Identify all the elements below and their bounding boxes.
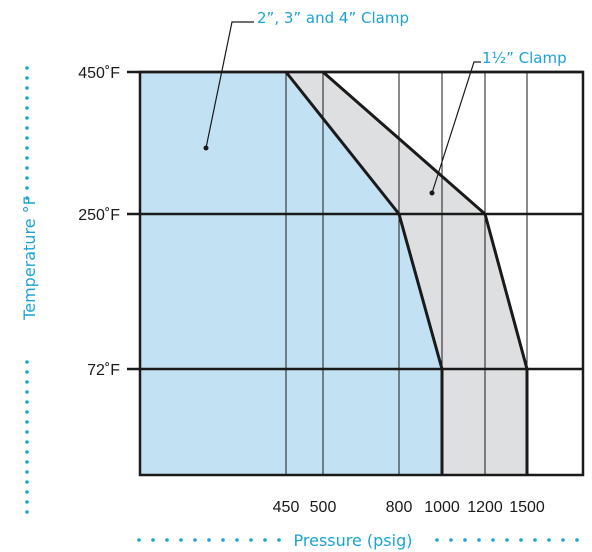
x-tick-labels: 450 500 800 1000 1200 1500: [273, 499, 545, 516]
dot-decoration: [277, 538, 281, 542]
dot-decoration: [25, 450, 29, 454]
x-tick-label: 800: [386, 499, 413, 516]
dot-decoration: [575, 538, 579, 542]
dot-decoration: [25, 490, 29, 494]
marker-large-clamp: [203, 145, 209, 151]
dot-decoration: [25, 176, 29, 180]
marker-small-clamp: [429, 190, 435, 196]
dot-decoration: [235, 538, 239, 542]
dot-decoration: [25, 196, 29, 200]
dot-decoration: [25, 136, 29, 140]
x-tick-label: 500: [310, 499, 337, 516]
dot-decoration: [25, 390, 29, 394]
plot-frame: [138, 70, 585, 477]
dot-decoration: [25, 156, 29, 160]
x-tick-label: 450: [273, 499, 300, 516]
dot-decoration: [221, 538, 225, 542]
dot-decoration: [151, 538, 155, 542]
dot-decoration: [25, 96, 29, 100]
series-annotations: 1½” Clamp 2”, 3” and 4” Clamp: [203, 9, 567, 196]
series-label-large-clamp: 2”, 3” and 4” Clamp: [257, 9, 409, 27]
dotted-decorations: [25, 66, 579, 542]
dot-decoration: [533, 538, 537, 542]
dot-decoration: [193, 538, 197, 542]
dot-decoration: [547, 538, 551, 542]
rating-outlines: [284, 70, 529, 475]
series-area-1: [140, 72, 442, 475]
dot-decoration: [25, 410, 29, 414]
dot-decoration: [25, 126, 29, 130]
y-tick-label: 250˚F: [78, 207, 120, 224]
dot-decoration: [25, 400, 29, 404]
dot-decoration: [25, 86, 29, 90]
dot-decoration: [519, 538, 523, 542]
x-tick-label: 1500: [509, 499, 545, 516]
dot-decoration: [249, 538, 253, 542]
dot-decoration: [25, 146, 29, 150]
series-outline-0: [322, 70, 529, 475]
dot-decoration: [207, 538, 211, 542]
dot-decoration: [25, 380, 29, 384]
leader-line-small-clamp: [431, 61, 481, 194]
y-tick-labels: 450˚F 250˚F 72˚F: [78, 65, 120, 379]
dot-decoration: [263, 538, 267, 542]
dot-decoration: [463, 538, 467, 542]
dot-decoration: [25, 360, 29, 364]
dot-decoration: [25, 66, 29, 70]
dot-decoration: [491, 538, 495, 542]
series-outline-1: [284, 71, 444, 475]
dot-decoration: [25, 460, 29, 464]
dot-decoration: [561, 538, 565, 542]
dot-decoration: [25, 370, 29, 374]
dot-decoration: [25, 420, 29, 424]
dot-decoration: [25, 470, 29, 474]
dot-decoration: [25, 430, 29, 434]
dot-decoration: [25, 186, 29, 190]
dot-decoration: [165, 538, 169, 542]
dot-decoration: [25, 76, 29, 80]
y-tick-label: 72˚F: [87, 362, 120, 379]
dot-decoration: [179, 538, 183, 542]
dot-decoration: [25, 116, 29, 120]
dot-decoration: [25, 106, 29, 110]
leader-line-large-clamp: [205, 21, 254, 149]
dot-decoration: [25, 480, 29, 484]
y-tick-label: 450˚F: [78, 65, 120, 82]
x-tick-label: 1000: [424, 499, 460, 516]
x-tick-label: 1200: [467, 499, 503, 516]
x-axis-title: Pressure (psig): [294, 531, 413, 550]
series-label-small-clamp: 1½” Clamp: [482, 49, 567, 67]
dot-decoration: [25, 166, 29, 170]
dot-decoration: [505, 538, 509, 542]
dot-decoration: [137, 538, 141, 542]
dot-decoration: [25, 440, 29, 444]
dot-decoration: [435, 538, 439, 542]
rating-areas: [140, 72, 527, 475]
dot-decoration: [25, 500, 29, 504]
dot-decoration: [477, 538, 481, 542]
y-axis-title: Temperature °F: [20, 196, 39, 321]
dot-decoration: [449, 538, 453, 542]
dot-decoration: [25, 510, 29, 514]
